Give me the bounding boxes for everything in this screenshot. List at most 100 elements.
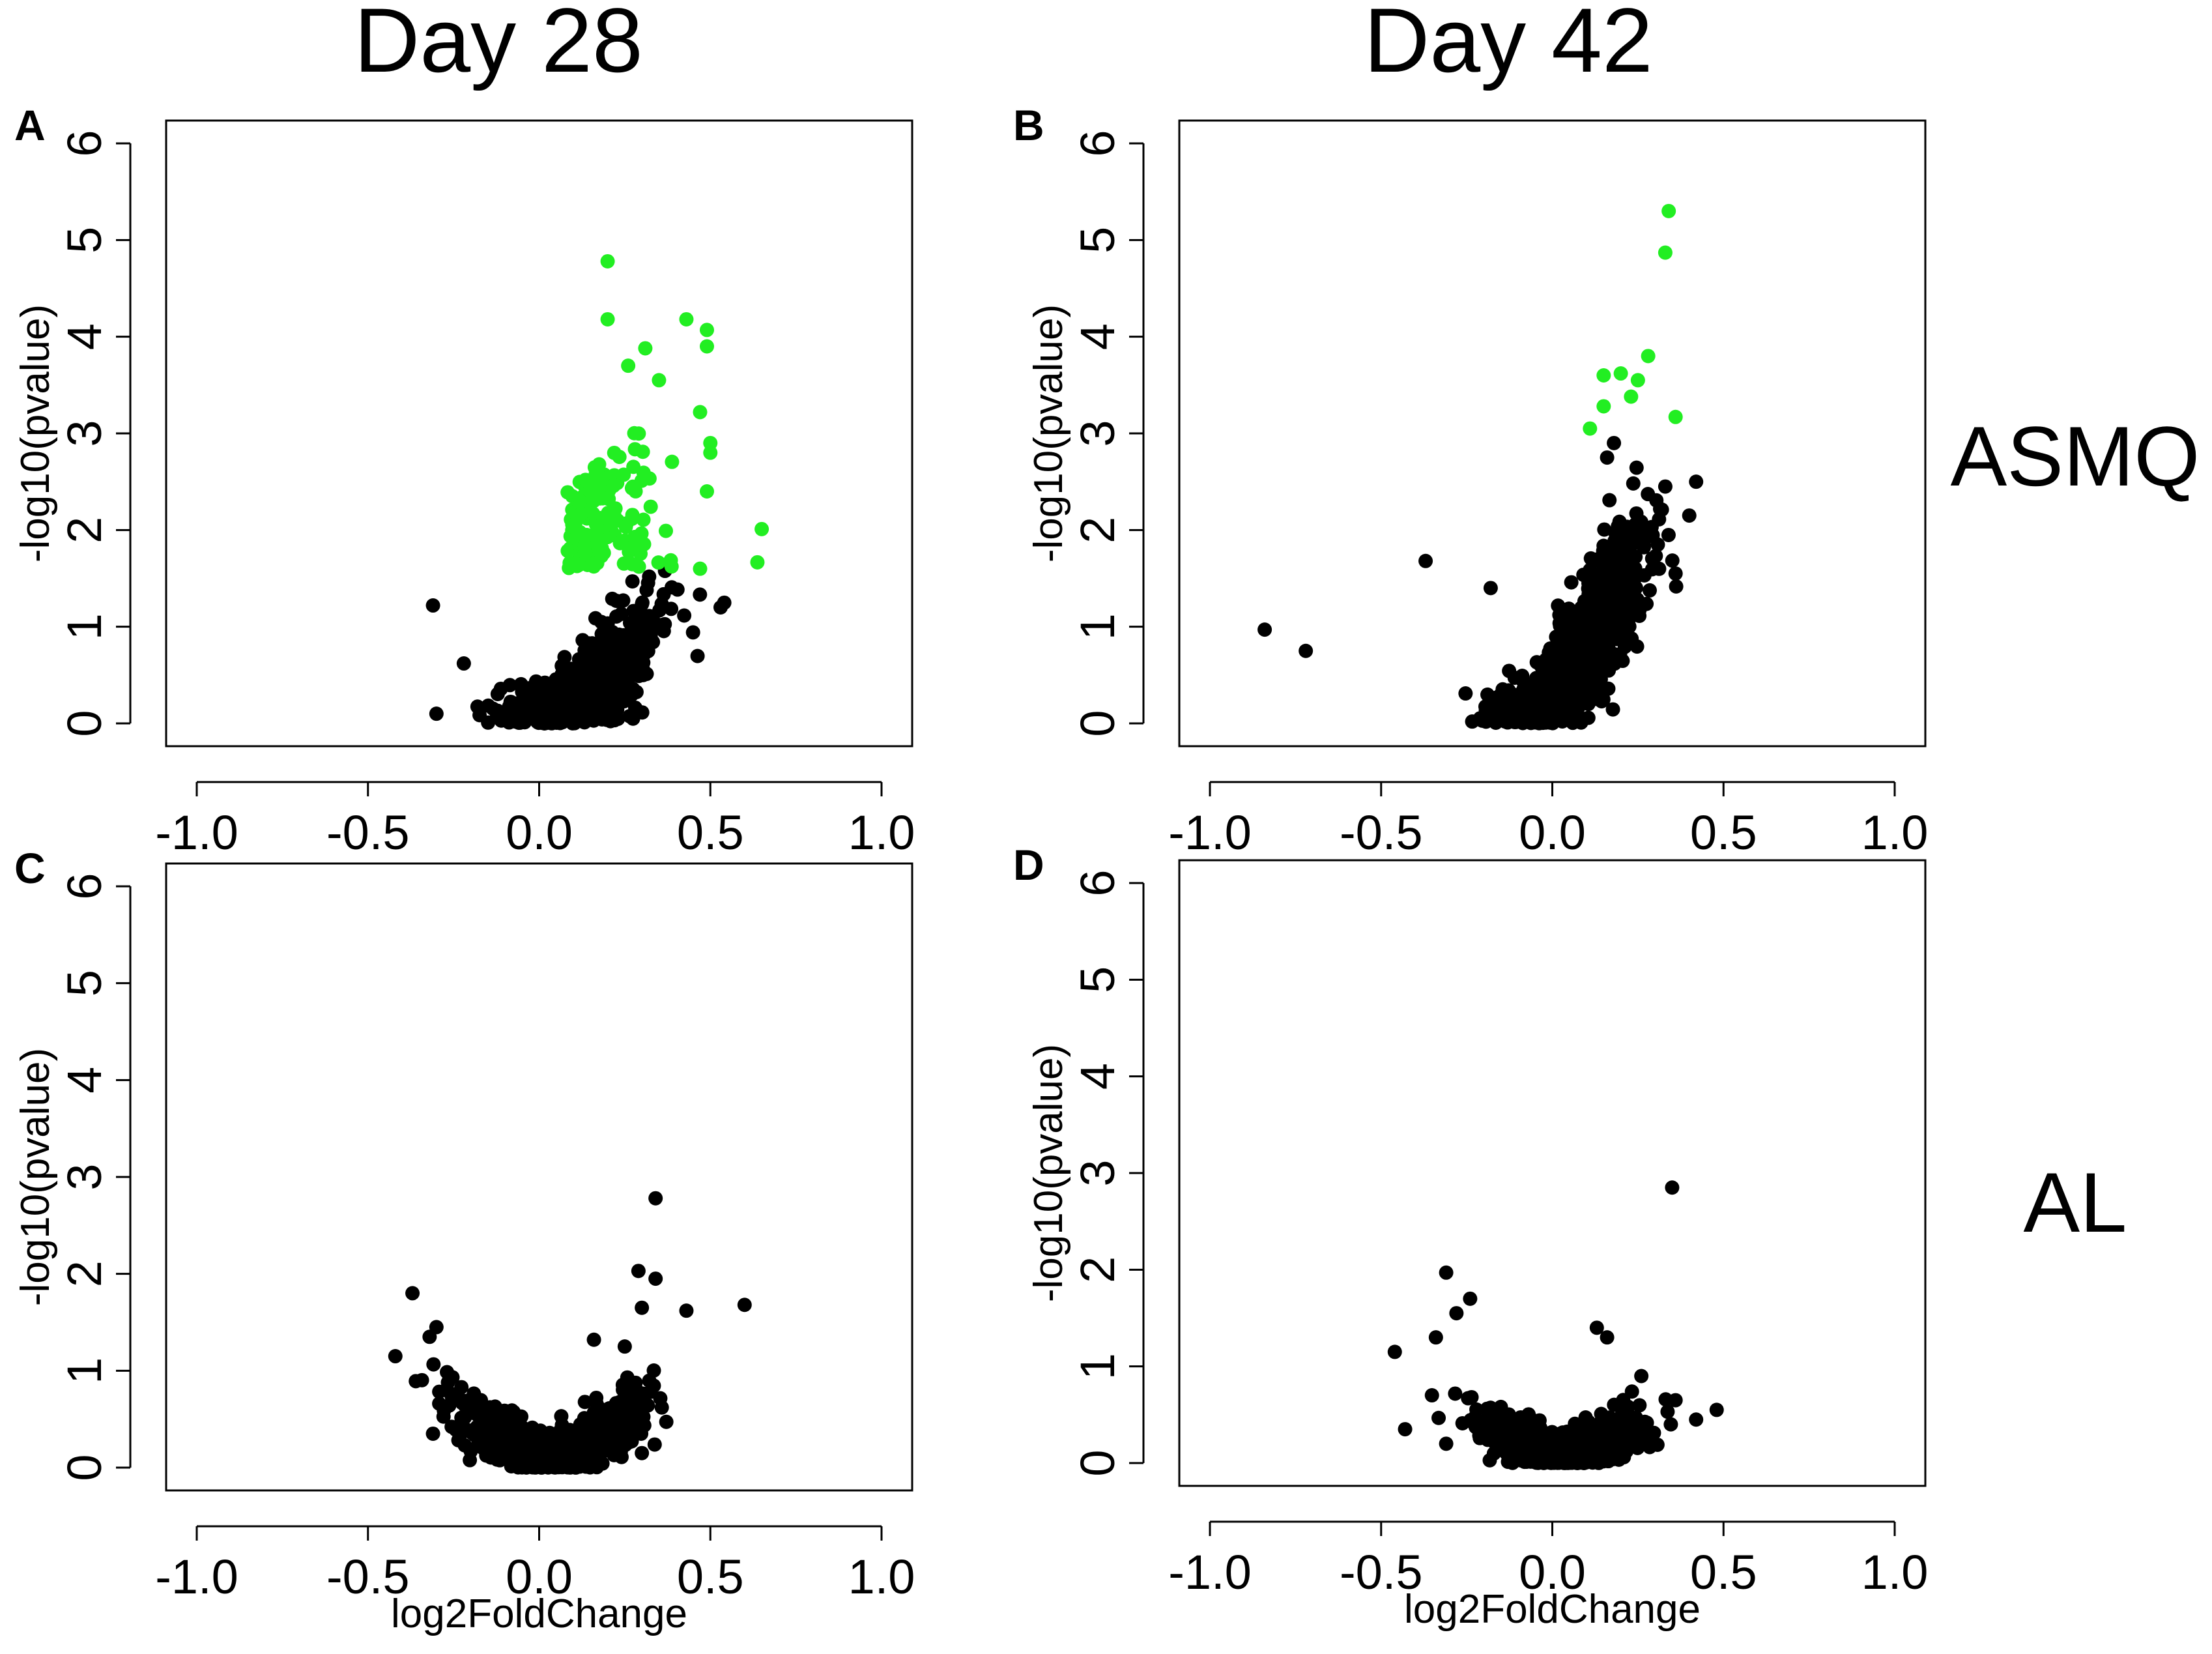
data-point <box>1551 598 1566 613</box>
x-tick-label: -0.5 <box>326 1550 410 1604</box>
data-point <box>1658 479 1673 494</box>
row-label-al: AL <box>2023 1155 2127 1250</box>
data-point <box>1597 522 1612 537</box>
data-point <box>451 1389 466 1404</box>
data-point <box>1709 1402 1724 1417</box>
significant-point <box>1630 373 1645 388</box>
data-point <box>564 661 579 676</box>
data-point <box>1689 474 1704 489</box>
data-point <box>1573 600 1588 615</box>
data-point <box>436 1409 451 1424</box>
data-point <box>483 1400 498 1415</box>
data-point <box>1465 1415 1480 1430</box>
data-point <box>630 648 645 663</box>
data-point <box>607 1419 622 1434</box>
x-tick-label: 0.5 <box>677 805 744 860</box>
data-point <box>577 1395 592 1410</box>
panel-a: A -1.0 -0.5 0.0 0.5 1.0 0 1 2 3 4 5 6 -log10(pvalue) <box>13 101 915 860</box>
significant-point <box>579 527 594 542</box>
y-tick-label: 0 <box>57 1454 111 1481</box>
x-tick-label: 0.0 <box>1519 805 1586 860</box>
significant-point <box>600 312 615 326</box>
data-point <box>677 608 692 623</box>
data-point <box>422 1329 437 1344</box>
data-point <box>1299 643 1314 658</box>
data-point <box>631 609 646 624</box>
x-tick-label: -0.5 <box>326 805 410 860</box>
data-point <box>1583 562 1598 577</box>
y-tick-label: 4 <box>1070 1063 1125 1090</box>
data-point <box>1480 687 1495 702</box>
data-point <box>1629 460 1644 475</box>
y-tick-label: 5 <box>57 227 111 254</box>
significant-point <box>703 445 718 460</box>
data-point <box>1500 715 1515 730</box>
data-point <box>1257 622 1272 637</box>
data-point <box>627 700 642 715</box>
y-axis-label: -log10(pvalue) <box>13 1048 58 1306</box>
data-point <box>467 1386 481 1401</box>
data-point <box>1613 647 1628 662</box>
data-point <box>644 621 659 636</box>
significant-point <box>652 373 667 388</box>
significant-point <box>699 339 714 354</box>
data-point <box>1633 1428 1648 1443</box>
data-point <box>1478 699 1493 714</box>
x-tick-label: -1.0 <box>155 1550 238 1604</box>
x-axis-label: log2FoldChange <box>1404 1587 1701 1632</box>
x-tick-label: -0.5 <box>1340 1545 1423 1599</box>
significant-point <box>693 561 708 576</box>
y-tick-label: 0 <box>1070 710 1125 736</box>
data-point <box>1639 596 1654 611</box>
plot-frame <box>1178 119 1927 747</box>
data-point <box>635 597 650 612</box>
data-point <box>646 1363 661 1378</box>
y-tick-label: 0 <box>1070 1449 1125 1476</box>
significant-point <box>1658 245 1673 260</box>
data-point <box>679 1303 694 1318</box>
significant-point <box>624 481 639 496</box>
data-point <box>1463 1291 1478 1306</box>
data-point <box>1553 1436 1568 1451</box>
data-point <box>561 1444 576 1458</box>
data-point <box>521 1454 536 1469</box>
data-point <box>1472 1430 1487 1445</box>
panel-c: C -1.0 -0.5 0.0 0.5 1.0 0 1 2 3 4 5 6 -log10(pvalue) l… <box>13 844 915 1636</box>
data-point <box>1596 636 1611 651</box>
data-point <box>647 1437 662 1452</box>
data-point <box>554 1409 569 1424</box>
y-tick-label: 6 <box>57 873 111 899</box>
y-tick-label: 1 <box>57 613 111 640</box>
data-point <box>618 1438 633 1453</box>
data-point <box>445 1370 460 1385</box>
significant-point <box>679 312 694 326</box>
data-point <box>479 1448 494 1463</box>
data-point <box>571 676 586 691</box>
data-point <box>610 1400 625 1415</box>
data-point <box>1398 1422 1413 1437</box>
y-tick-label: 1 <box>57 1357 111 1384</box>
data-point <box>571 652 586 667</box>
data-point <box>1645 551 1659 566</box>
significant-point <box>574 506 589 521</box>
data-point <box>1558 631 1573 646</box>
data-points <box>1387 1180 1724 1470</box>
significant-point <box>586 494 601 509</box>
data-point <box>1557 693 1572 708</box>
data-point <box>1431 1410 1446 1425</box>
x-tick-label: 0.5 <box>1690 805 1757 860</box>
data-point <box>595 1456 610 1471</box>
data-point <box>575 633 590 648</box>
significant-point <box>636 512 651 527</box>
panel-letter-d: D <box>1013 841 1044 889</box>
data-point <box>1652 501 1667 516</box>
x-tick-label: 0.5 <box>677 1550 744 1604</box>
data-point <box>463 1453 478 1468</box>
data-point <box>503 1426 518 1441</box>
data-point <box>648 1191 663 1206</box>
data-point <box>470 1437 485 1452</box>
data-point <box>543 1458 558 1473</box>
data-point <box>638 633 653 648</box>
significant-point <box>1624 389 1639 404</box>
y-tick-label: 6 <box>1070 869 1125 896</box>
